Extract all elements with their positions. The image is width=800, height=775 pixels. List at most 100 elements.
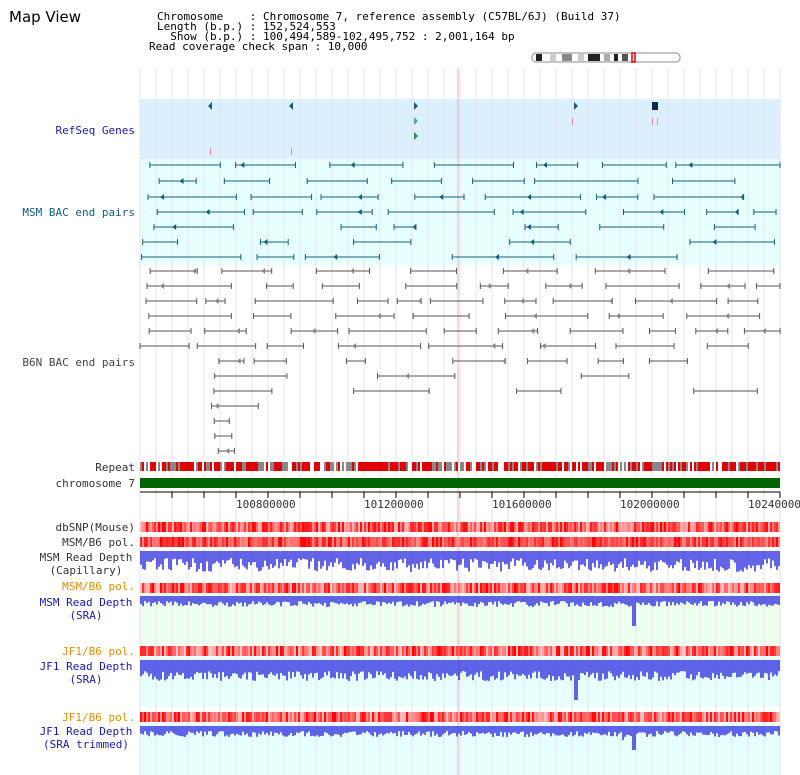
pol-cell <box>238 712 240 722</box>
msm-depth-capillary-label[interactable]: MSM Read Depth <box>39 551 133 564</box>
pol-cell <box>248 646 250 656</box>
depth-bar <box>606 551 608 566</box>
depth-bar <box>648 596 650 603</box>
depth-bar <box>650 551 652 572</box>
pol-cell <box>528 646 530 656</box>
pol-cell <box>720 583 722 593</box>
depth-bar <box>696 660 698 676</box>
bac-arrow <box>405 373 410 379</box>
depth-bar <box>532 726 534 736</box>
depth-bar <box>712 551 714 571</box>
depth-bar <box>670 726 672 732</box>
pol-cell <box>330 583 332 593</box>
repeat-block <box>592 462 594 471</box>
depth-bar <box>258 551 260 572</box>
depth-bar <box>778 551 780 567</box>
repeat-block <box>776 462 778 471</box>
depth-bar <box>294 596 296 606</box>
depth-bar <box>498 596 500 602</box>
depth-bar <box>590 726 592 735</box>
depth-bar <box>176 596 178 603</box>
jf1-b6-pol-label[interactable]: JF1/B6 pol. <box>62 645 135 658</box>
pol-cell <box>688 712 690 722</box>
depth-bar <box>548 660 550 676</box>
depth-bar <box>684 551 686 567</box>
repeat-block <box>626 462 628 471</box>
pol-cell <box>234 522 236 532</box>
axis-tick-label: 101200000 <box>364 498 424 511</box>
repeat-block <box>264 462 266 471</box>
depth-bar <box>372 551 374 570</box>
jf1-depth-sra-label[interactable]: JF1 Read Depth <box>39 660 133 673</box>
pol-cell <box>534 522 536 532</box>
pol-cell <box>662 522 664 532</box>
depth-bar <box>222 551 224 561</box>
depth-bar <box>260 596 262 603</box>
pol-cell <box>190 537 192 547</box>
repeat-block <box>238 462 240 471</box>
msm-depth-sra-label[interactable]: MSM Read Depth <box>39 596 133 609</box>
repeat-block <box>578 462 580 471</box>
depth-bar <box>598 596 600 604</box>
pol-cell <box>532 522 534 532</box>
depth-bar <box>648 551 650 566</box>
chromosome-ideogram[interactable] <box>530 52 682 63</box>
depth-bar <box>624 551 626 559</box>
repeat-block <box>556 462 558 471</box>
pol-cell <box>644 583 646 593</box>
pol-cell <box>468 537 470 547</box>
pol-cell <box>184 646 186 656</box>
depth-bar <box>144 660 146 672</box>
repeat-block <box>354 462 356 471</box>
pol-cell <box>770 646 772 656</box>
pol-cell <box>558 583 560 593</box>
msm-bac-label[interactable]: MSM BAC end pairs <box>22 206 135 219</box>
pol-cell <box>488 522 490 532</box>
repeat-block <box>448 462 450 471</box>
refseq-genes-label[interactable]: RefSeq Genes <box>55 124 135 137</box>
pol-cell <box>560 712 562 722</box>
pol-cell <box>730 712 732 722</box>
dbsnp-label[interactable]: dbSNP(Mouse) <box>55 521 135 534</box>
depth-bar <box>472 660 474 681</box>
pol-cell <box>618 646 620 656</box>
depth-bar <box>336 596 338 604</box>
depth-bar <box>438 596 440 602</box>
pol-cell <box>778 583 780 593</box>
bac-arrow <box>602 194 607 200</box>
repeat-block <box>280 462 282 471</box>
pol-cell <box>554 712 556 722</box>
pol-cell <box>410 537 412 547</box>
depth-bar <box>466 551 468 568</box>
pol-cell <box>264 646 266 656</box>
pol-cell <box>656 522 658 532</box>
pol-cell <box>376 583 378 593</box>
msm-b6-pol-label[interactable]: MSM/B6 pol. <box>62 536 135 549</box>
repeat-block <box>472 462 474 471</box>
repeat-block <box>558 462 560 471</box>
depth-bar <box>578 551 580 571</box>
b6n-bac-label[interactable]: B6N BAC end pairs <box>22 356 135 369</box>
msm-b6-pol-label-2[interactable]: MSM/B6 pol. <box>62 580 135 593</box>
repeat-block <box>372 462 374 471</box>
pol-cell <box>216 522 218 532</box>
pol-cell <box>654 712 656 722</box>
repeat-block <box>600 462 602 471</box>
pol-cell <box>288 537 290 547</box>
depth-bar <box>302 596 304 604</box>
pol-cell <box>674 537 676 547</box>
jf1-depth-trim-label[interactable]: JF1 Read Depth <box>39 725 133 738</box>
depth-bar <box>640 551 642 565</box>
bac-arrow <box>214 298 219 304</box>
depth-bar <box>282 551 284 566</box>
pol-cell <box>750 522 752 532</box>
pol-cell <box>460 522 462 532</box>
jf1-b6-pol-label-2[interactable]: JF1/B6 pol. <box>62 711 135 724</box>
depth-bar <box>576 596 578 605</box>
depth-bar <box>322 596 324 606</box>
depth-bar <box>448 726 450 736</box>
pol-cell <box>228 646 230 656</box>
gene-arrow <box>574 102 578 110</box>
pol-cell <box>770 583 772 593</box>
